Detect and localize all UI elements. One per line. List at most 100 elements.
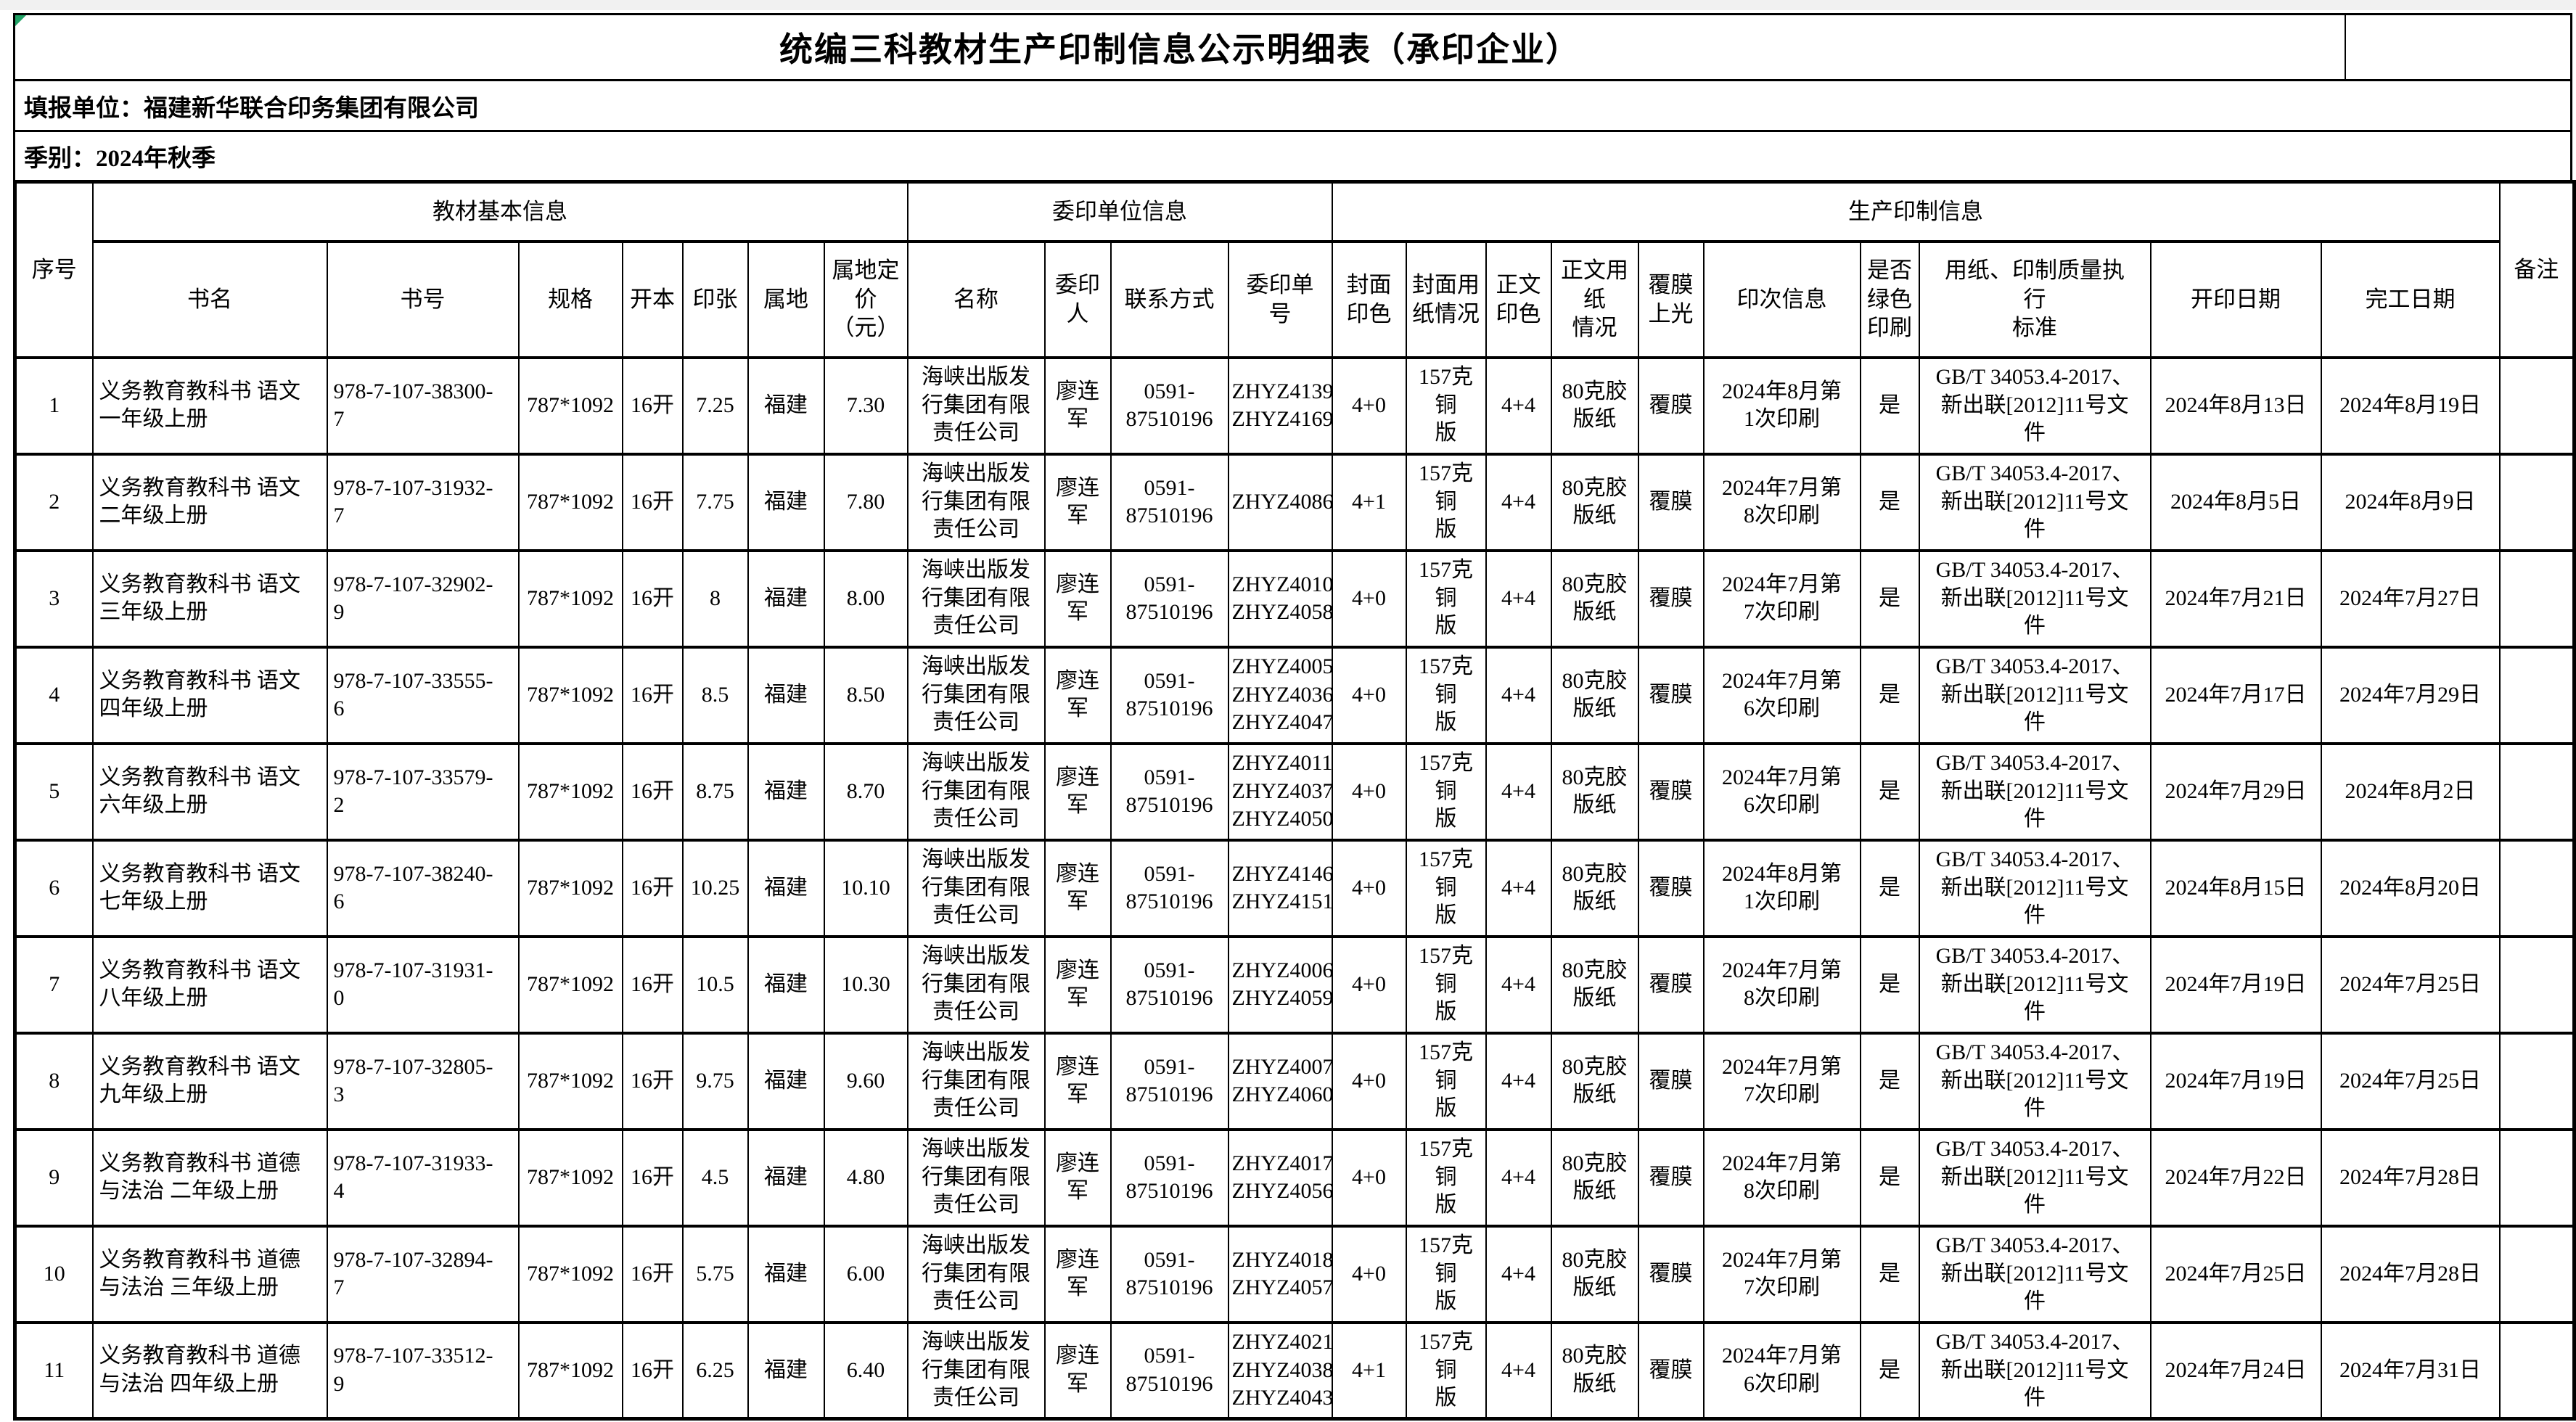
col-header-price: 属地定 价 （元） xyxy=(823,239,908,359)
cell-order-no: ZHYZ4139 ZHYZ4169 xyxy=(1227,356,1333,456)
cell-remark xyxy=(2498,1320,2575,1421)
col-header-seq: 序号 xyxy=(14,180,94,359)
cell-book-name: 义务教育教科书 语文 二年级上册 xyxy=(91,452,328,552)
cell-agent: 廖连军 xyxy=(1043,356,1112,456)
cell-body-colors: 4+4 xyxy=(1485,1224,1552,1324)
cell-unit-name: 海峡出版发 行集团有限 责任公司 xyxy=(906,645,1046,745)
cell-finish-date: 2024年8月9日 xyxy=(2320,452,2501,552)
cell-agent: 廖连军 xyxy=(1043,1224,1112,1324)
cell-book-name: 义务教育教科书 语文 三年级上册 xyxy=(91,548,328,649)
cell-spec: 787*1092 xyxy=(517,1031,623,1131)
cell-sheets: 8.75 xyxy=(681,741,749,842)
season-text: 季别：2024年秋季 xyxy=(24,146,216,172)
cell-cover-colors: 4+0 xyxy=(1331,1127,1407,1228)
cell-price: 7.80 xyxy=(823,452,908,552)
cell-start-date: 2024年7月25日 xyxy=(2149,1224,2322,1324)
col-header-cover-paper: 封面用 纸情况 xyxy=(1405,239,1487,359)
cell-cover-colors: 4+0 xyxy=(1331,356,1407,456)
cell-contact: 0591- 87510196 xyxy=(1109,452,1229,552)
cell-green: 是 xyxy=(1859,548,1920,649)
cell-isbn: 978-7-107-32894- 7 xyxy=(326,1224,520,1324)
cell-body-colors: 4+4 xyxy=(1485,934,1552,1035)
cell-standard: GB/T 34053.4-2017、 新出联[2012]11号文 件 xyxy=(1918,356,2152,456)
col-header-lamination: 覆膜 上光 xyxy=(1637,239,1705,359)
cell-region: 福建 xyxy=(747,645,825,745)
cell-finish-date: 2024年7月28日 xyxy=(2320,1224,2501,1324)
cell-region: 福建 xyxy=(747,934,825,1035)
cell-book-name: 义务教育教科书 语文 七年级上册 xyxy=(91,838,328,938)
cell-cover-paper: 157克铜 版 xyxy=(1405,1031,1487,1131)
col-header-cover-colors: 封面 印色 xyxy=(1331,239,1407,359)
cell-standard: GB/T 34053.4-2017、 新出联[2012]11号文 件 xyxy=(1918,1320,2152,1421)
cell-finish-date: 2024年8月20日 xyxy=(2320,838,2501,938)
cell-cover-paper: 157克铜 版 xyxy=(1405,1320,1487,1421)
cell-remark xyxy=(2498,645,2575,745)
title-empty-cell xyxy=(2345,15,2570,79)
cell-price: 10.30 xyxy=(823,934,908,1035)
group-header-commission: 委印单位信息 xyxy=(906,180,1333,243)
cell-body-paper: 80克胶 版纸 xyxy=(1550,1224,1639,1324)
col-header-isbn: 书号 xyxy=(326,239,520,359)
cell-isbn: 978-7-107-33555- 6 xyxy=(326,645,520,745)
col-header-sheets: 印张 xyxy=(681,239,749,359)
cell-contact: 0591- 87510196 xyxy=(1109,645,1229,745)
cell-lamination: 覆膜 xyxy=(1637,548,1705,649)
cell-cover-colors: 4+0 xyxy=(1331,1224,1407,1324)
cell-finish-date: 2024年7月27日 xyxy=(2320,548,2501,649)
cell-contact: 0591- 87510196 xyxy=(1109,741,1229,842)
cell-isbn: 978-7-107-38300- 7 xyxy=(326,356,520,456)
cell-green: 是 xyxy=(1859,741,1920,842)
cell-spec: 787*1092 xyxy=(517,452,623,552)
cell-region: 福建 xyxy=(747,1320,825,1421)
cell-green: 是 xyxy=(1859,934,1920,1035)
cell-cover-paper: 157克铜 版 xyxy=(1405,356,1487,456)
table-body: 1 义务教育教科书 语文 一年级上册 978-7-107-38300- 7 787*1… xyxy=(14,356,2575,1421)
cell-lamination: 覆膜 xyxy=(1637,934,1705,1035)
cell-sheets: 4.5 xyxy=(681,1127,749,1228)
cell-book-name: 义务教育教科书 道德 与法治 二年级上册 xyxy=(91,1127,328,1228)
table-row: 2 义务教育教科书 语文 二年级上册 978-7-107-31932- 7 787*1… xyxy=(14,452,2575,552)
cell-agent: 廖连军 xyxy=(1043,1031,1112,1131)
cell-start-date: 2024年8月5日 xyxy=(2149,452,2322,552)
col-header-contact: 联系方式 xyxy=(1109,239,1229,359)
season-row: 季别：2024年秋季 xyxy=(13,132,2572,180)
cell-spec: 787*1092 xyxy=(517,1224,623,1324)
cell-region: 福建 xyxy=(747,1031,825,1131)
cell-body-paper: 80克胶 版纸 xyxy=(1550,452,1639,552)
cell-format: 16开 xyxy=(621,1320,684,1421)
cell-body-paper: 80克胶 版纸 xyxy=(1550,356,1639,456)
cell-start-date: 2024年8月15日 xyxy=(2149,838,2322,938)
cell-lamination: 覆膜 xyxy=(1637,838,1705,938)
cell-finish-date: 2024年7月25日 xyxy=(2320,1031,2501,1131)
cell-unit-name: 海峡出版发 行集团有限 责任公司 xyxy=(906,934,1046,1035)
cell-order-no: ZHYZ4005 ZHYZ4036 ZHYZ4047 xyxy=(1227,645,1333,745)
cell-price: 8.50 xyxy=(823,645,908,745)
cell-region: 福建 xyxy=(747,1224,825,1324)
cell-sheets: 5.75 xyxy=(681,1224,749,1324)
cell-cover-colors: 4+0 xyxy=(1331,934,1407,1035)
cell-agent: 廖连军 xyxy=(1043,548,1112,649)
cell-standard: GB/T 34053.4-2017、 新出联[2012]11号文 件 xyxy=(1918,934,2152,1035)
col-header-standard: 用纸、印制质量执 行 标准 xyxy=(1918,239,2152,359)
cell-book-name: 义务教育教科书 语文 九年级上册 xyxy=(91,1031,328,1131)
cell-contact: 0591- 87510196 xyxy=(1109,1031,1229,1131)
cell-contact: 0591- 87510196 xyxy=(1109,1224,1229,1324)
cell-seq: 2 xyxy=(14,452,94,552)
cell-isbn: 978-7-107-31933- 4 xyxy=(326,1127,520,1228)
cell-unit-name: 海峡出版发 行集团有限 责任公司 xyxy=(906,1320,1046,1421)
cell-sheets: 6.25 xyxy=(681,1320,749,1421)
cell-sheets: 8 xyxy=(681,548,749,649)
cell-standard: GB/T 34053.4-2017、 新出联[2012]11号文 件 xyxy=(1918,548,2152,649)
table-row: 4 义务教育教科书 语文 四年级上册 978-7-107-33555- 6 787*1… xyxy=(14,645,2575,745)
cell-contact: 0591- 87510196 xyxy=(1109,1320,1229,1421)
title-bar: 统编三科教材生产印制信息公示明细表（承印企业） xyxy=(13,13,2572,81)
cell-start-date: 2024年7月29日 xyxy=(2149,741,2322,842)
cell-book-name: 义务教育教科书 语文 八年级上册 xyxy=(91,934,328,1035)
cell-green: 是 xyxy=(1859,1127,1920,1228)
table-row: 6 义务教育教科书 语文 七年级上册 978-7-107-38240- 6 787*1… xyxy=(14,838,2575,938)
cell-agent: 廖连军 xyxy=(1043,741,1112,842)
cell-format: 16开 xyxy=(621,1127,684,1228)
cell-start-date: 2024年7月17日 xyxy=(2149,645,2322,745)
report-unit-row: 填报单位：福建新华联合印务集团有限公司 xyxy=(13,81,2572,132)
col-header-book-name: 书名 xyxy=(91,239,328,359)
